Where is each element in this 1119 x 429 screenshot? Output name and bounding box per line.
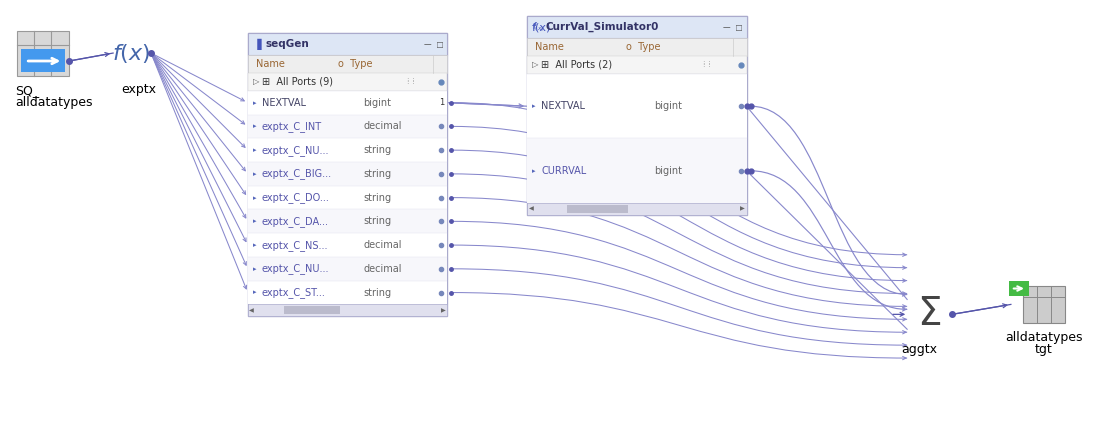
Text: ◀: ◀ bbox=[528, 206, 534, 211]
Text: decimal: decimal bbox=[364, 240, 402, 250]
Text: exptx_C_ST...: exptx_C_ST... bbox=[262, 287, 326, 298]
Bar bbox=[247, 209, 448, 233]
Text: NEXTVAL: NEXTVAL bbox=[262, 98, 305, 108]
Bar bbox=[247, 257, 448, 281]
Text: decimal: decimal bbox=[364, 121, 402, 131]
Text: bigint: bigint bbox=[364, 98, 392, 108]
Text: ▸: ▸ bbox=[253, 242, 256, 248]
Bar bbox=[284, 306, 339, 314]
Text: ⊞  All Ports (9): ⊞ All Ports (9) bbox=[262, 77, 332, 87]
Text: $\Sigma$: $\Sigma$ bbox=[916, 295, 941, 333]
Bar bbox=[247, 281, 448, 305]
Text: exptx_C_DO...: exptx_C_DO... bbox=[262, 192, 330, 203]
Bar bbox=[247, 91, 448, 115]
Text: ◀: ◀ bbox=[250, 308, 254, 313]
Bar bbox=[21, 49, 65, 72]
Text: ▸: ▸ bbox=[532, 103, 536, 109]
Text: ▸: ▸ bbox=[253, 266, 256, 272]
Text: ⊞  All Ports (2): ⊞ All Ports (2) bbox=[542, 60, 612, 70]
Text: ▸: ▸ bbox=[253, 100, 256, 106]
Text: tgt: tgt bbox=[1035, 343, 1053, 356]
Text: ▷: ▷ bbox=[532, 60, 538, 69]
Text: ⁞ ⁞: ⁞ ⁞ bbox=[407, 77, 415, 86]
Text: o  Type: o Type bbox=[338, 59, 372, 69]
Text: ▸: ▸ bbox=[253, 290, 256, 296]
Text: decimal: decimal bbox=[364, 264, 402, 274]
Text: string: string bbox=[364, 287, 392, 298]
Text: aggtx: aggtx bbox=[901, 343, 937, 356]
Text: NEXTVAL: NEXTVAL bbox=[542, 101, 585, 111]
Text: ▸: ▸ bbox=[253, 171, 256, 177]
Text: ▐: ▐ bbox=[253, 39, 261, 50]
Text: Name: Name bbox=[256, 59, 284, 69]
Text: ▸: ▸ bbox=[532, 168, 536, 174]
Bar bbox=[1023, 286, 1065, 323]
Text: string: string bbox=[364, 193, 392, 202]
Text: o  Type: o Type bbox=[626, 42, 660, 52]
Text: exptx_C_INT: exptx_C_INT bbox=[262, 121, 322, 132]
Bar bbox=[527, 74, 746, 139]
Text: f(x): f(x) bbox=[532, 22, 552, 32]
Text: $f_{(x)}$: $f_{(x)}$ bbox=[532, 20, 545, 34]
Bar bbox=[527, 16, 746, 38]
Bar bbox=[527, 139, 746, 203]
Text: CURRVAL: CURRVAL bbox=[542, 166, 586, 176]
Bar bbox=[247, 115, 448, 138]
Text: bigint: bigint bbox=[655, 101, 683, 111]
Text: alldatatypes: alldatatypes bbox=[1005, 331, 1082, 344]
Bar bbox=[527, 16, 746, 215]
Bar bbox=[247, 162, 448, 186]
Text: alldatatypes: alldatatypes bbox=[16, 96, 93, 109]
Bar bbox=[247, 73, 448, 91]
Text: CurrVal_Simulator0: CurrVal_Simulator0 bbox=[545, 22, 658, 32]
Text: ▸: ▸ bbox=[253, 195, 256, 201]
Bar bbox=[527, 203, 746, 215]
Text: —  □: — □ bbox=[424, 39, 443, 48]
Text: ▷: ▷ bbox=[253, 77, 260, 86]
Text: string: string bbox=[364, 169, 392, 179]
Text: Name: Name bbox=[535, 42, 564, 52]
Text: —  □: — □ bbox=[723, 23, 743, 32]
Text: exptx_C_BIG...: exptx_C_BIG... bbox=[262, 169, 332, 179]
Text: string: string bbox=[364, 216, 392, 227]
Text: seqGen: seqGen bbox=[265, 39, 310, 49]
Text: exptx_C_NU...: exptx_C_NU... bbox=[262, 145, 329, 156]
Bar bbox=[247, 33, 448, 316]
Bar bbox=[527, 56, 746, 74]
Text: 1: 1 bbox=[439, 98, 444, 107]
Text: ▶: ▶ bbox=[740, 206, 745, 211]
Bar bbox=[247, 233, 448, 257]
Text: ▸: ▸ bbox=[253, 124, 256, 130]
Bar bbox=[247, 186, 448, 209]
Bar bbox=[247, 33, 448, 55]
Text: ▸: ▸ bbox=[253, 147, 256, 153]
Text: ⁞ ⁞: ⁞ ⁞ bbox=[703, 60, 711, 69]
Text: string: string bbox=[364, 145, 392, 155]
Text: exptx_C_DA...: exptx_C_DA... bbox=[262, 216, 329, 227]
Bar bbox=[247, 305, 448, 316]
Text: exptx_C_NS...: exptx_C_NS... bbox=[262, 240, 328, 251]
Text: ▸: ▸ bbox=[253, 218, 256, 224]
Bar bbox=[566, 205, 628, 213]
Text: ▶: ▶ bbox=[441, 308, 445, 313]
Text: exptx: exptx bbox=[121, 83, 156, 96]
Bar bbox=[527, 38, 746, 56]
Text: SQ_: SQ_ bbox=[16, 84, 39, 97]
Bar bbox=[1009, 281, 1028, 296]
Text: $f(x)$: $f(x)$ bbox=[112, 42, 150, 64]
Bar bbox=[18, 31, 69, 76]
Text: bigint: bigint bbox=[655, 166, 683, 176]
Bar bbox=[247, 138, 448, 162]
Bar bbox=[247, 55, 448, 73]
Text: exptx_C_NU...: exptx_C_NU... bbox=[262, 263, 329, 274]
